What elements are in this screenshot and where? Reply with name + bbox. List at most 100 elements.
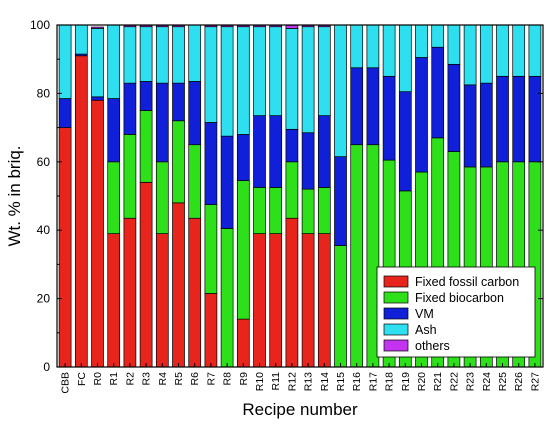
bar-segment [139,81,153,111]
bar-segment [269,187,283,234]
bar-segment [317,115,331,188]
x-axis-title: Recipe number [242,400,358,419]
bar-segment [269,115,283,188]
bar-segment [123,26,137,84]
bar-segment [204,204,218,294]
bar-segment [415,57,428,173]
bar-segment [398,24,412,93]
bar-segment [366,24,380,69]
bar-segment [431,24,445,48]
x-tick-label: R6 [189,372,201,386]
x-tick-label: FC [76,372,88,386]
y-tick-label: 20 [37,292,51,306]
legend-label: Ash [415,323,437,337]
bar-segment [123,134,137,219]
bar-segment [236,318,250,368]
x-tick-label: R3 [141,372,153,386]
x-tick-label: R9 [238,372,250,386]
x-tick-label: R26 [513,372,525,391]
bar-segment [317,26,331,116]
bar-segment [350,144,364,368]
bar-segment [74,55,88,368]
bar-segment [188,144,202,219]
bar-segment [301,233,315,368]
bar-segment [334,24,347,158]
bar-segment [317,233,331,368]
bar-segment [350,24,364,69]
bar-segment [204,122,218,205]
bar-segment [236,26,250,135]
bar-segment [398,91,412,192]
bar-segment [91,96,104,101]
bar-segment [91,99,104,368]
x-tick-label: R14 [319,372,331,391]
bar-segment [220,26,234,137]
x-tick-label: R16 [351,372,363,391]
bar-segment [285,128,299,163]
x-tick-label: R5 [173,372,185,386]
bar-segment [253,26,266,116]
y-tick-label: 60 [37,155,51,169]
bar-segment [172,120,185,204]
bar-segment [350,67,364,146]
x-tick-label: R15 [335,372,347,391]
bar-segment [285,161,299,219]
bar-segment [58,98,72,128]
bar-segment [415,24,428,58]
bar-segment [188,24,202,82]
bar-segment [123,82,137,135]
bar-segment [220,228,234,368]
bar-segment [139,110,153,183]
bar-segment [74,24,88,55]
x-tick-label: CBB [60,372,72,394]
x-tick-label: R7 [205,372,217,386]
y-axis-title: Wt. % in briq. [5,145,24,246]
axes: 0 20 40 60 80 100 CBB FC R0 R1 R2 R3 R4 R5 R6 R7 R8 R9 R10… [30,18,543,394]
x-tick-label: R18 [384,372,396,391]
bar-segment [91,28,104,98]
bar-segment [301,132,315,190]
bar-segment [107,233,121,368]
x-tick-label: R27 [529,372,541,391]
legend-swatch [383,275,409,288]
bar-segment [172,26,185,84]
bar-segment [463,24,477,86]
bar-segment [155,161,169,234]
legend-label: Fixed biocarbon [415,291,504,305]
y-tick-label: 0 [43,360,50,374]
bar-segment [188,217,202,368]
legend-label: VM [415,307,434,321]
bar-segment [253,187,266,234]
x-tick-label: R22 [448,372,460,391]
bar-segment [301,188,315,234]
x-tick-label: R13 [303,372,315,391]
legend-swatch [383,307,409,320]
bar-segment [334,245,347,368]
bar-segment [479,24,493,84]
bar-segment [107,24,121,99]
bar-segment [382,24,396,77]
x-tick-label: R0 [92,372,104,386]
x-tick-label: R25 [497,372,509,391]
bar-segment [463,84,477,168]
bar-segment [431,46,445,139]
bar-segment [155,82,169,163]
bar-segment [479,82,493,168]
x-tick-label: R1 [108,372,120,386]
bar-segment [58,127,72,368]
y-tick-label: 80 [37,86,51,100]
bar-segment [269,233,283,368]
bar-segment [528,24,542,77]
bar-segment [220,135,234,229]
bar-segment [107,161,121,234]
bar-segment [528,75,542,163]
x-tick-label: R11 [270,372,282,391]
legend: Fixed fossil carbon Fixed biocarbon VM Ash o… [376,266,536,358]
bar-segment [253,233,266,368]
bar-segment [512,75,526,163]
bar-segment [204,26,218,123]
bar-segment [172,202,185,368]
y-tick-label: 40 [37,223,51,237]
x-tick-label: R19 [400,372,412,391]
